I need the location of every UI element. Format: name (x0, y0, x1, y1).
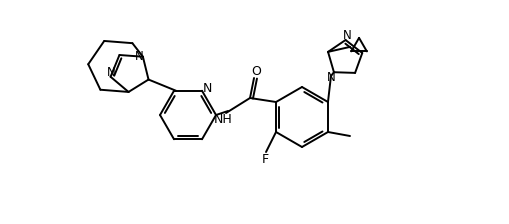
Text: O: O (250, 65, 261, 78)
Text: N: N (202, 82, 211, 95)
Text: NH: NH (213, 112, 232, 125)
Text: N: N (326, 71, 334, 84)
Text: N: N (343, 28, 351, 41)
Text: N: N (134, 50, 143, 63)
Text: F: F (261, 153, 268, 166)
Text: N: N (107, 66, 116, 79)
